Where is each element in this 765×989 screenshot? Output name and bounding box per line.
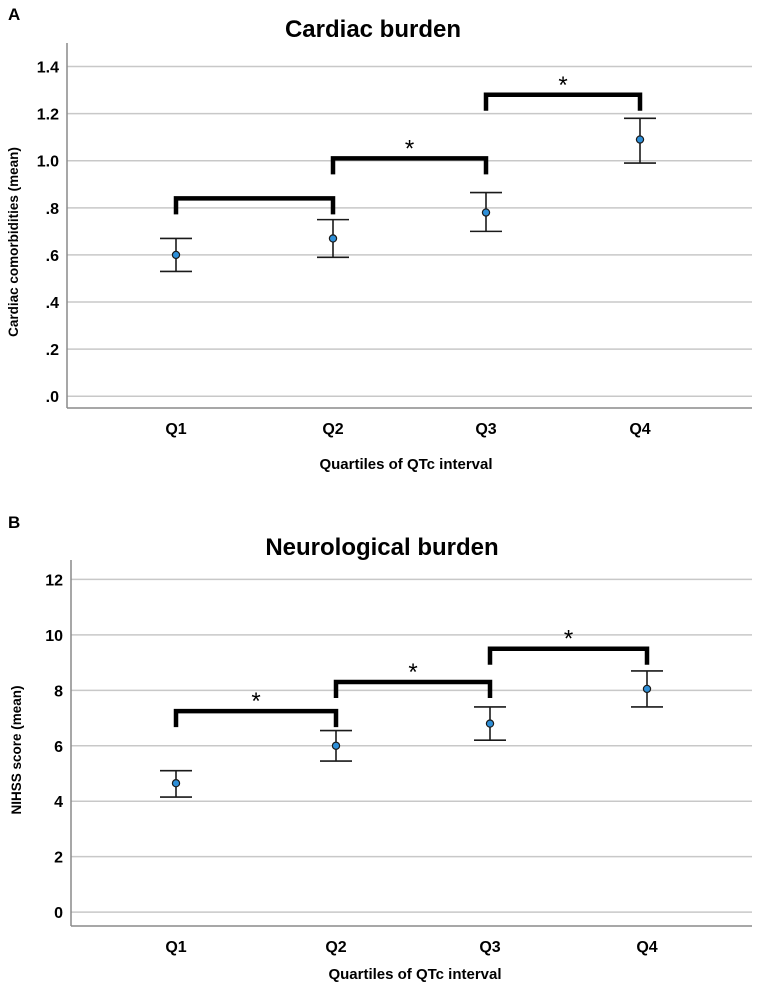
x-tick-labels-a: Q1 Q2 Q3 Q4 (165, 421, 650, 438)
x-tick-label-a-q3: Q3 (475, 421, 496, 438)
chart-title-b: Neurological burden (265, 534, 498, 561)
significance-star-b-0: * (251, 688, 260, 715)
axes-a (66, 43, 752, 409)
significance-brackets-a: ** (173, 72, 643, 215)
significance-brackets-b: * * * (173, 626, 650, 728)
x-tick-label-b-q4: Q4 (636, 939, 657, 956)
panel-a-cardiac-burden: A Cardiac burden Cardiac comorbidities (… (6, 5, 752, 473)
mean-point-b-q1 (171, 779, 181, 788)
x-tick-label-a-q4: Q4 (629, 421, 650, 438)
y-tick-label-b-1: 2 (54, 850, 63, 867)
mean-point-b-q2 (331, 741, 341, 750)
x-tick-label-b-q2: Q2 (325, 939, 346, 956)
mean-points-a (171, 135, 645, 260)
y-tick-label-a-2: .4 (46, 295, 59, 312)
y-axis-label-b: NIHSS score (mean) (9, 685, 24, 814)
significance-bracket-a-2 (483, 92, 643, 111)
x-axis-label-b: Quartiles of QTc interval (328, 966, 501, 983)
mean-point-a-q1 (171, 250, 181, 260)
y-tick-label-b-4: 8 (54, 683, 63, 700)
significance-bracket-a-0 (173, 196, 336, 215)
y-tick-label-b-6: 12 (45, 572, 63, 589)
mean-point-b-q4 (642, 684, 652, 694)
significance-star-b-1: * (408, 659, 417, 686)
mean-point-a-q2 (328, 234, 338, 243)
significance-bracket-b-2 (487, 646, 650, 665)
panel-label-a: A (8, 5, 20, 24)
y-axis-label-a: Cardiac comorbidities (mean) (6, 147, 21, 337)
y-tick-label-a-6: 1.2 (37, 107, 59, 124)
panel-b-neurological-burden: B Neurological burden NIHSS score (mean)… (8, 513, 752, 983)
grid-lines-b (71, 578, 752, 913)
mean-point-b-q3 (485, 719, 495, 728)
x-tick-label-b-q3: Q3 (479, 939, 500, 956)
y-tick-label-a-5: 1.0 (37, 154, 59, 171)
chart-title-a: Cardiac burden (285, 16, 461, 43)
y-tick-label-b-3: 6 (54, 739, 63, 756)
significance-bracket-b-1 (333, 679, 493, 698)
axes-b (70, 560, 752, 927)
y-tick-label-a-4: .8 (46, 201, 59, 218)
y-tick-label-a-1: .2 (46, 342, 59, 359)
x-tick-label-a-q1: Q1 (165, 421, 186, 438)
x-tick-label-b-q1: Q1 (165, 939, 186, 956)
mean-point-a-q4 (635, 135, 645, 144)
y-tick-labels-a: .0 .2 .4 .6 .8 1.0 1.2 1.4 (37, 60, 59, 407)
grid-lines-a (67, 65, 752, 397)
y-tick-label-b-0: 0 (54, 905, 63, 922)
y-tick-labels-b: 0 2 4 6 8 10 12 (45, 572, 63, 922)
panel-label-b: B (8, 513, 20, 532)
significance-star-a-2: * (558, 72, 567, 99)
y-tick-label-a-3: .6 (46, 248, 59, 265)
significance-bracket-b-0 (173, 708, 339, 728)
mean-point-a-q3 (481, 208, 491, 217)
x-axis-label-a: Quartiles of QTc interval (319, 456, 492, 473)
mean-points-b (171, 684, 652, 788)
y-tick-label-b-2: 4 (54, 794, 63, 811)
y-tick-label-a-0: .0 (46, 389, 59, 406)
x-tick-label-a-q2: Q2 (322, 421, 343, 438)
y-tick-label-a-7: 1.4 (37, 60, 59, 77)
significance-star-a-1: * (405, 135, 414, 162)
x-tick-labels-b: Q1 Q2 Q3 Q4 (165, 939, 657, 956)
error-bars-b (160, 670, 663, 798)
y-tick-label-b-5: 10 (45, 628, 63, 645)
significance-star-b-2: * (564, 626, 573, 653)
significance-bracket-a-1 (330, 156, 489, 175)
